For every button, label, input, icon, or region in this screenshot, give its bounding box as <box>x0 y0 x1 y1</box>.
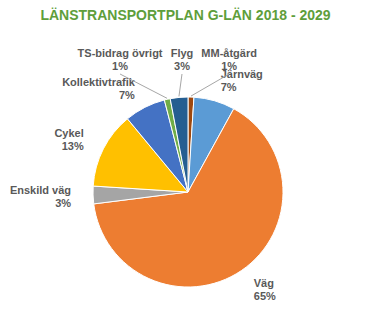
slices <box>93 97 283 287</box>
title: LÄNSTRANSPORTPLAN G-LÄN 2018 - 2029 <box>40 7 330 23</box>
leader-line <box>120 74 167 98</box>
data-label: TS-bidrag övrigt1% <box>78 47 163 72</box>
data-label: Enskild väg3% <box>10 184 71 209</box>
value-label: 3% <box>55 197 71 209</box>
category-label: TS-bidrag övrigt <box>78 47 163 59</box>
category-label: Järnväg <box>221 68 263 80</box>
data-label: Cykel13% <box>54 127 84 152</box>
value-label: 65% <box>254 290 276 302</box>
value-label: 13% <box>62 140 84 152</box>
category-label: Cykel <box>54 127 83 139</box>
data-label: Flyg3% <box>171 47 194 72</box>
leader-line <box>179 74 182 96</box>
category-label: Enskild väg <box>10 184 71 196</box>
leader-line <box>191 74 229 96</box>
pie-slice <box>170 97 188 192</box>
value-label: 7% <box>221 81 237 93</box>
category-label: Flyg <box>171 47 194 59</box>
category-label: MM-åtgärd <box>201 47 257 59</box>
category-label: Väg <box>254 277 274 289</box>
labels: MM-åtgärd1%Järnväg7%Väg65%Enskild väg3%C… <box>10 47 276 302</box>
value-label: 1% <box>112 60 128 72</box>
chart: LÄNSTRANSPORTPLAN G-LÄN 2018 - 2029 MM-åt… <box>0 0 371 326</box>
category-label: Kollektivtrafik <box>62 76 136 88</box>
data-label: Väg65% <box>254 277 276 302</box>
value-label: 7% <box>119 89 135 101</box>
leader-lines <box>120 74 229 98</box>
value-label: 3% <box>174 60 190 72</box>
data-label: Järnväg7% <box>221 68 263 93</box>
data-label: Kollektivtrafik7% <box>62 76 136 101</box>
